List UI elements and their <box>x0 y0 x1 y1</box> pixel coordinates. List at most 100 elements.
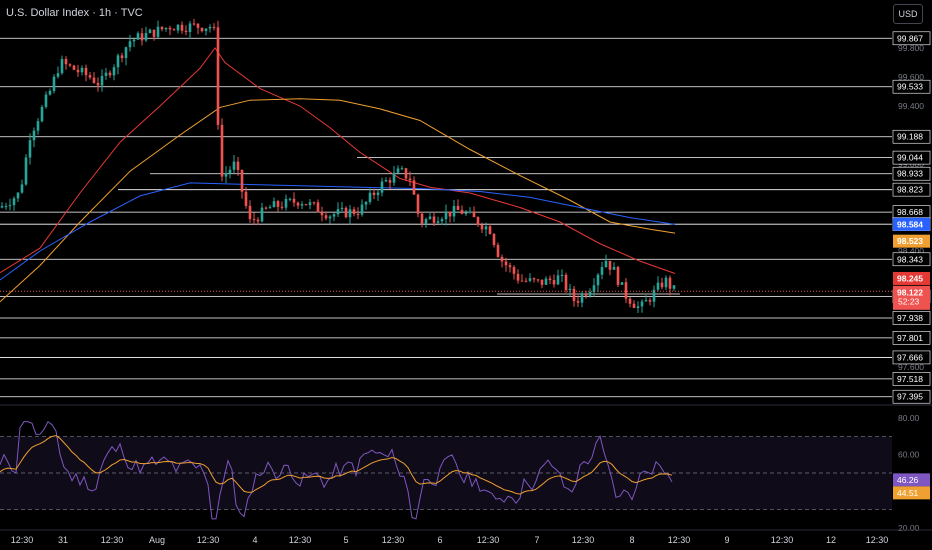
level-price-label: 99.533 <box>892 79 931 94</box>
candle <box>476 216 480 228</box>
candle <box>596 272 600 293</box>
candle <box>4 202 8 210</box>
time-label: 12:30 <box>866 535 889 545</box>
candle <box>36 118 40 135</box>
candle <box>140 28 144 46</box>
candle <box>228 166 232 179</box>
candle-body <box>364 202 368 205</box>
candle-body <box>320 212 324 216</box>
time-label: 4 <box>252 535 257 545</box>
level-label-text: 98.933 <box>897 169 923 179</box>
candle <box>328 214 332 224</box>
candle-body <box>520 280 524 282</box>
candle <box>396 165 400 174</box>
candle-body <box>180 24 184 31</box>
level-price-label: 99.867 <box>892 31 931 46</box>
time-label: 12:30 <box>289 535 312 545</box>
candle <box>216 20 220 130</box>
ma-blue-badge-bg <box>893 217 930 231</box>
candle-body <box>600 267 604 275</box>
candle <box>32 127 36 148</box>
candle-body <box>436 221 440 223</box>
ma-orange-badge: 98.523 <box>893 234 930 248</box>
candle <box>300 201 304 210</box>
candle-body <box>392 172 396 183</box>
candle-body <box>240 169 244 192</box>
candle <box>168 25 172 36</box>
candle-body <box>488 226 492 235</box>
candle <box>652 285 656 308</box>
currency-button[interactable]: USD <box>893 4 923 24</box>
candle <box>156 20 160 38</box>
candle <box>144 26 148 43</box>
candle <box>180 21 184 34</box>
candle <box>488 223 492 235</box>
candle <box>292 192 296 207</box>
candle-body <box>480 224 484 230</box>
candle-body <box>428 216 432 220</box>
candle <box>436 216 440 224</box>
candle <box>576 295 580 307</box>
candle <box>416 193 420 218</box>
level-label-box <box>892 311 931 325</box>
candle-body <box>12 198 16 206</box>
candle-body <box>148 29 152 34</box>
candle <box>16 192 20 202</box>
candle-body <box>496 244 500 257</box>
candle <box>352 206 356 217</box>
candle-body <box>660 282 664 288</box>
candle <box>336 202 340 218</box>
candle-body <box>512 267 516 274</box>
candle-body <box>336 209 340 215</box>
candle <box>244 187 248 209</box>
candle-body <box>616 267 620 285</box>
level-price-label: 97.395 <box>892 389 931 404</box>
candle <box>152 29 156 41</box>
candle <box>192 18 196 26</box>
candle-body <box>276 201 280 207</box>
level-label-text: 99.188 <box>897 132 923 142</box>
candle-body <box>412 180 416 195</box>
rsi-ma-text: 44.51 <box>897 488 919 498</box>
rsi-pane <box>0 420 892 520</box>
candle-body <box>80 67 84 73</box>
candle <box>544 276 548 286</box>
candle <box>376 189 380 202</box>
candle <box>232 155 236 174</box>
candle-body <box>72 65 76 70</box>
candle <box>400 165 404 171</box>
candle <box>604 254 608 268</box>
candle <box>356 207 360 220</box>
candle <box>280 201 284 210</box>
symbol-title[interactable]: U.S. Dollar Index · 1h · TVC <box>6 7 143 19</box>
candle-body <box>340 207 344 210</box>
candle-body <box>68 64 72 66</box>
candle-body <box>172 29 176 31</box>
time-label: 12 <box>826 535 836 545</box>
candle-body <box>548 278 552 281</box>
candle-body <box>344 207 348 218</box>
last-price-badge-bg <box>893 285 930 310</box>
candle <box>40 104 44 123</box>
candle <box>324 211 328 221</box>
candle-body <box>52 76 56 91</box>
candle-body <box>300 204 304 206</box>
candle-body <box>368 192 372 203</box>
price-tick-label: 97.600 <box>898 362 924 372</box>
candle-body <box>572 288 576 302</box>
candle-body <box>268 207 272 209</box>
candle-body <box>272 201 276 208</box>
candle <box>536 278 540 283</box>
candle <box>44 91 48 109</box>
time-label: 6 <box>437 535 442 545</box>
candle-body <box>560 274 564 276</box>
candle-body <box>184 30 188 32</box>
candle-body <box>656 282 660 290</box>
ma-red-badge-text: 98.245 <box>897 273 923 283</box>
candle-body <box>296 202 300 206</box>
candle-body <box>508 265 512 268</box>
candle <box>188 21 192 39</box>
time-label: 5 <box>343 535 348 545</box>
candle-body <box>452 205 456 217</box>
